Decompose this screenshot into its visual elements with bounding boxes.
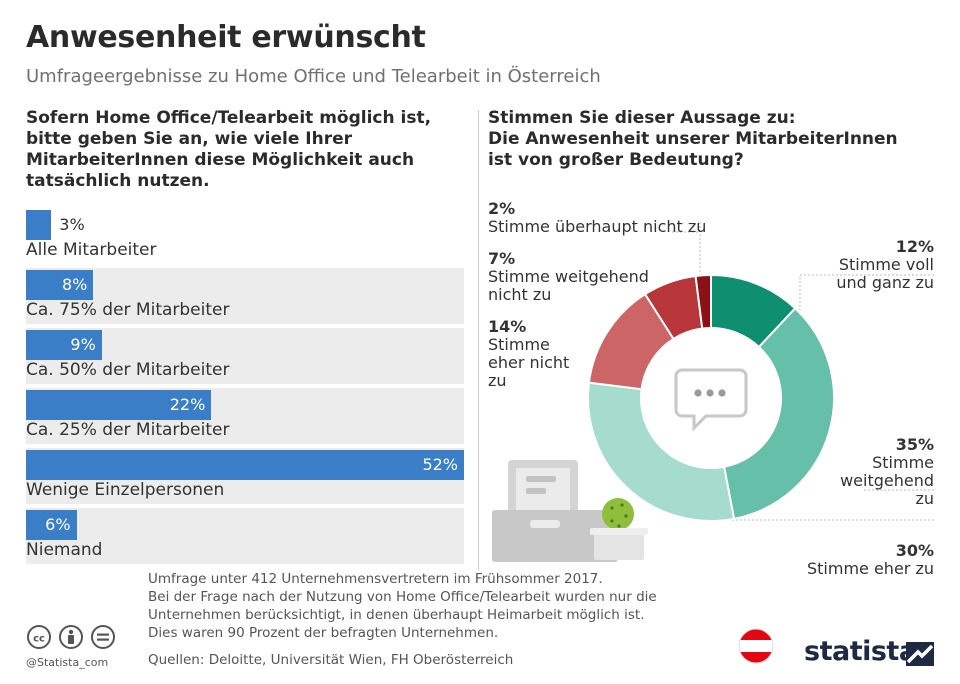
bar [26,510,77,540]
bar [26,330,102,360]
bar [26,270,94,300]
nd-icon [91,625,115,649]
bar-value-label: 52% [422,455,458,474]
pie-value-eher: 30% [895,541,934,560]
chart-subtitle: Umfrageergebnisse zu Home Office und Tel… [26,66,601,87]
pie-value-weitgehend-nicht: 7% [488,249,516,268]
bar-category-label: Ca. 75% der Mitarbeiter [26,300,230,320]
bar-category-label: Alle Mitarbeiter [26,240,157,260]
donut-slice [694,273,712,330]
pie-label-eher: 30% Stimme eher zu [807,524,934,578]
footnote: Umfrage unter 412 Unternehmensvertretern… [148,571,657,641]
pie-text-weitgehend-nicht: Stimme weitgehend nicht zu [488,267,649,304]
bar-value-label: 22% [169,395,206,414]
license-icons: cc [27,625,115,649]
statista-logo: statista [804,636,917,667]
bar-category-label: Ca. 25% der Mitarbeiter [26,420,230,440]
pie-label-eher-nicht: 14% Stimme eher nicht zu [488,300,569,390]
svg-text:cc: cc [33,634,45,645]
bar-row: 6% Niemand [26,508,464,564]
pie-value-ueberhaupt-nicht: 2% [488,199,516,218]
statista-logo-mark-icon [906,642,934,666]
pie-text-eher-nicht: Stimme eher nicht zu [488,335,570,390]
pie-text-voll-und-ganz: Stimme voll und ganz zu [836,255,934,292]
by-icon [59,625,83,649]
pie-text-eher: Stimme eher zu [806,559,934,578]
donut-slices [587,273,835,522]
pie-label-weitgehend-nicht: 7% Stimme weitgehend nicht zu [488,232,649,304]
bar [26,450,464,480]
pie-label-weitgehend: 35% Stimme weitgehend zu [840,418,934,508]
bar-row: 22% Ca. 25% der Mitarbeiter [26,388,464,444]
bar-chart-question: Sofern Home Office/Telearbeit möglich is… [26,108,432,191]
bar-track [26,508,464,564]
bar-value-label: 6% [45,515,71,534]
bar-value-label: 9% [70,335,96,354]
cactus-plant-icon [590,498,648,560]
statista-wordmark: statista [804,636,917,667]
column-divider [478,110,479,570]
pie-text-ueberhaupt-nicht: Stimme überhaupt nicht zu [488,217,707,236]
file-box-icon [492,460,618,562]
pie-chart-question: Stimmen Sie dieser Aussage zu: Die Anwes… [488,108,898,170]
bar-row: 52% Wenige Einzelpersonen [26,448,464,504]
bar-row: 3% Alle Mitarbeiter [26,208,464,264]
bar-category-label: Wenige Einzelpersonen [26,480,225,500]
pie-value-eher-nicht: 14% [488,317,527,336]
donut-slice [722,306,835,520]
bar-row: 9% Ca. 50% der Mitarbeiter [26,328,464,384]
chart-title: Anwesenheit erwünscht [26,20,426,55]
pie-text-weitgehend: Stimme weitgehend zu [840,453,934,508]
bar [26,390,212,420]
pie-value-weitgehend: 35% [895,435,934,454]
statista-handle: @Statista_com [26,656,109,669]
pie-label-ueberhaupt-nicht: 2% Stimme überhaupt nicht zu [488,182,706,236]
bar-value-label: 3% [59,215,85,234]
bar-row: 8% Ca. 75% der Mitarbeiter [26,268,464,324]
donut-slice [587,381,736,522]
speech-bubble-icon [674,368,748,432]
cc-icon: cc [27,625,51,649]
bar [26,210,52,240]
bar-track [26,268,464,324]
pie-label-voll-und-ganz: 12% Stimme voll und ganz zu [836,220,934,292]
pie-value-voll-und-ganz: 12% [895,237,934,256]
bar-category-label: Ca. 50% der Mitarbeiter [26,360,230,380]
bar-category-label: Niemand [26,540,103,560]
sources: Quellen: Deloitte, Universität Wien, FH … [148,652,514,668]
austria-flag-icon [738,628,774,664]
bar-value-label: 8% [61,275,88,294]
